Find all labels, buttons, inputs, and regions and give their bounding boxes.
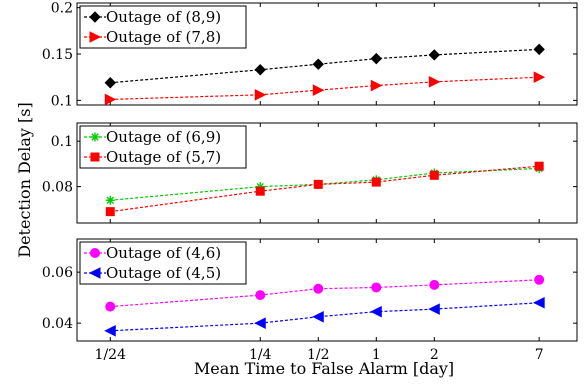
data-point (428, 49, 441, 61)
x-axis-label: Mean Time to False Alarm [day] (194, 359, 454, 378)
data-point (105, 301, 116, 312)
data-point (533, 71, 546, 83)
legend-entry: Outage of (8,9) (106, 8, 221, 26)
data-point (533, 43, 545, 56)
x-tick-label: 1 (372, 347, 381, 363)
data-point (534, 161, 544, 171)
data-point (104, 324, 116, 337)
y-tick-label: 0.1 (51, 93, 73, 109)
x-tick-label: 1/2 (307, 347, 330, 363)
data-point (370, 305, 382, 318)
series-triangle-left (104, 296, 545, 337)
legend: Outage of (8,9) Outage of (7,8) (79, 5, 247, 49)
y-tick-label: 0.08 (42, 180, 73, 196)
x-tick-label: 1/24 (95, 347, 127, 363)
data-point (312, 310, 324, 323)
legend-marker (88, 267, 101, 279)
data-point (429, 279, 440, 290)
data-point (370, 52, 382, 65)
data-point (105, 207, 115, 217)
legend-entry: Outage of (4,5) (106, 264, 221, 282)
data-point (534, 274, 545, 285)
marker-stroke (106, 196, 114, 204)
y-axis-label: Detection Delay [s] (15, 102, 34, 258)
data-point (254, 88, 267, 101)
subplots-group: 0.1 0.15 0.2 Outage of (8,9) Outage of (7,8)… (42, 1, 578, 363)
series-line (110, 279, 540, 308)
data-point (533, 296, 545, 309)
data-point (254, 64, 266, 76)
data-point (313, 179, 323, 189)
data-point (104, 77, 116, 89)
y-tick-label: 0.15 (42, 47, 73, 63)
legend: Outage of (4,6) Outage of (4,5) (79, 241, 247, 285)
data-point (370, 79, 383, 92)
data-point (104, 93, 117, 106)
data-point (429, 170, 439, 180)
y-tick-label: 0.06 (42, 265, 73, 281)
legend-entry: Outage of (5,7) (106, 148, 221, 166)
legend-marker (89, 11, 101, 23)
legend-box (79, 5, 247, 49)
plot-frame (76, 122, 578, 224)
series-line (110, 302, 540, 332)
series-square (105, 161, 544, 217)
data-point (254, 317, 266, 329)
subplot-1: 0.1 0.15 0.2 Outage of (8,9) Outage of (7,8) (42, 1, 578, 109)
x-tick-label: 1/4 (249, 347, 272, 363)
data-point (428, 76, 441, 88)
legend-box (79, 241, 247, 285)
legend-marker (90, 152, 100, 162)
legend-entry: Outage of (6,9) (106, 128, 221, 146)
y-tick-label: 0.1 (51, 134, 73, 150)
data-point (371, 282, 382, 293)
legend-marker (90, 132, 100, 142)
legend-entry: Outage of (4,6) (106, 244, 221, 262)
legend: Outage of (6,9) Outage of (5,7) (79, 125, 247, 169)
legend-box (79, 125, 247, 169)
data-point (313, 283, 324, 294)
series-line (110, 165, 540, 213)
series-circle (105, 274, 545, 312)
y-tick-label: 0.04 (42, 316, 73, 332)
series-line (110, 76, 540, 101)
series-line (110, 167, 540, 201)
legend-marker (89, 31, 102, 43)
data-point (312, 58, 324, 70)
data-point (255, 186, 265, 196)
data-point (105, 195, 115, 205)
x-tick-label: 7 (535, 347, 544, 363)
legend-marker (90, 248, 100, 258)
y-tick-label: 0.2 (51, 1, 73, 17)
data-point (371, 177, 381, 187)
series-line (110, 48, 540, 84)
series-diamond (104, 43, 545, 89)
data-point (312, 84, 325, 96)
marker-stroke (91, 133, 99, 141)
plot-frame (76, 238, 578, 342)
legend-entry: Outage of (7,8) (106, 28, 221, 46)
subplot-2: 0.08 0.1 Outage of (6,9) Outage of (5,7) (42, 122, 578, 224)
series-triangle-right (104, 71, 546, 106)
x-tick-label: 2 (430, 347, 439, 363)
data-point (255, 290, 266, 301)
data-point (428, 303, 440, 315)
